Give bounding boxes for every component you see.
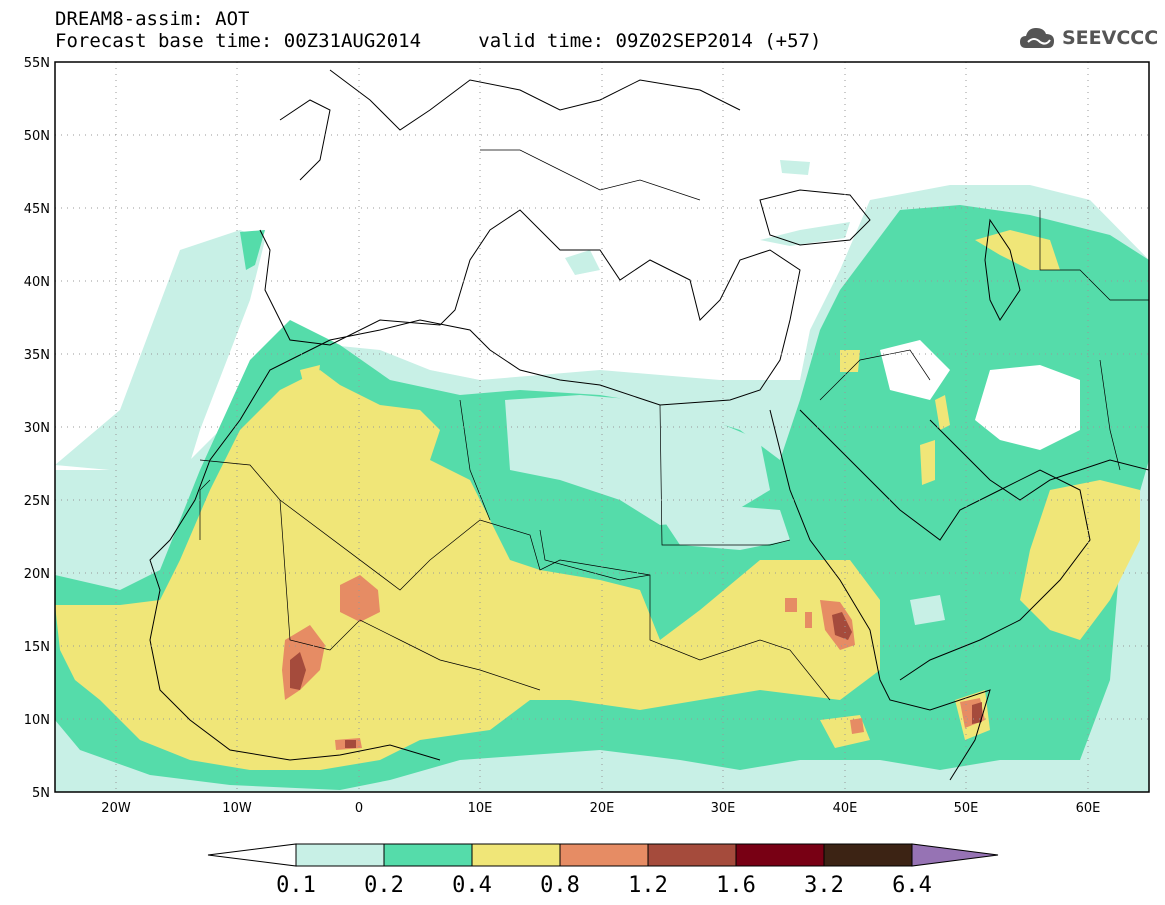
border — [659, 404, 791, 546]
logo-text: SEEVCCC — [1062, 27, 1159, 49]
map-frame — [54, 61, 1150, 793]
aot-clear-patch — [660, 505, 945, 625]
lon-tick: 60E — [1076, 801, 1101, 816]
colorbar-segment — [647, 843, 737, 867]
border — [539, 529, 831, 701]
lat-axis: 5N 10N 15N 20N 25N 30N 35N 40N 45N 50N 5… — [24, 56, 50, 801]
lon-axis: 20W 10W 0 10E 20E 30E 40E 50E 60E — [101, 801, 1100, 816]
coastline-arabia — [799, 409, 1091, 681]
aot-band-0.8 — [282, 575, 985, 750]
colorbar-label: 0.8 — [540, 873, 580, 898]
lon-tick: 10W — [222, 801, 252, 816]
map-title-block: DREAM8-assim: AOT Forecast base time: 00… — [55, 8, 821, 52]
colorbar-segment — [735, 843, 825, 867]
colorbar-segment — [559, 843, 649, 867]
lat-tick: 20N — [24, 567, 50, 582]
border — [819, 349, 931, 401]
map-title: DREAM8-assim: AOT — [55, 8, 250, 30]
lat-tick: 45N — [24, 202, 50, 217]
coastline-caspian — [984, 218, 1021, 321]
border — [1039, 210, 1149, 301]
colorbar-label: 1.6 — [716, 873, 756, 898]
lon-tick: 30E — [711, 801, 736, 816]
lat-tick: 30N — [24, 421, 50, 436]
border — [480, 149, 701, 201]
lat-tick: 50N — [24, 129, 50, 144]
lat-tick: 5N — [32, 786, 50, 801]
aot-map: 5N 10N 15N 20N 25N 30N 35N 40N 45N 50N 5… — [24, 56, 1150, 816]
border — [199, 459, 651, 591]
lat-tick: 10N — [24, 713, 50, 728]
colorbar-label: 3.2 — [804, 873, 844, 898]
lon-tick: 20E — [590, 801, 615, 816]
colorbar-under-triangle — [207, 843, 297, 867]
coastlines — [149, 69, 1149, 781]
graticule — [55, 62, 1149, 792]
lat-tick: 35N — [24, 348, 50, 363]
colorbar-label: 0.2 — [364, 873, 404, 898]
lon-tick: 50E — [954, 801, 979, 816]
seevccc-logo: SEEVCCC — [1018, 22, 1158, 56]
valid-time: valid time: 09Z02SEP2014 (+57) — [478, 30, 822, 52]
colorbar-legend: 0.1 0.2 0.4 0.8 1.2 1.6 3.2 6.4 — [207, 843, 999, 898]
colorbar-segment — [295, 843, 385, 867]
aot-band-0.2 — [240, 230, 265, 270]
border — [199, 479, 211, 540]
aot-band-0.4 — [55, 370, 880, 770]
coastline-europe — [259, 209, 801, 406]
border — [1099, 359, 1121, 471]
coastline-north-europe — [279, 69, 741, 181]
aot-band-0.1 — [565, 160, 850, 275]
cloud-icon — [1020, 28, 1054, 48]
colorbar-over-triangle — [911, 843, 999, 867]
border — [279, 499, 541, 691]
colorbar-segment — [823, 843, 913, 867]
lon-tick: 40E — [833, 801, 858, 816]
coastline-persian-gulf — [929, 419, 1149, 501]
lat-tick: 15N — [24, 640, 50, 655]
colorbar-segment — [471, 843, 561, 867]
colorbar-label: 1.2 — [628, 873, 668, 898]
lat-tick: 40N — [24, 275, 50, 290]
forecast-base-time: Forecast base time: 00Z31AUG2014 — [55, 30, 422, 52]
coastline-red-sea — [769, 409, 991, 781]
lon-tick: 20W — [101, 801, 131, 816]
country-borders — [199, 149, 1149, 701]
lon-tick: 0 — [355, 801, 363, 816]
aot-clear-patch — [880, 340, 1080, 450]
colorbar-label: 0.1 — [276, 873, 316, 898]
colorbar-label: 6.4 — [892, 873, 932, 898]
coastline-west-africa — [149, 354, 441, 761]
lon-tick: 10E — [468, 801, 493, 816]
colorbar-segment — [383, 843, 473, 867]
border — [459, 399, 491, 521]
colorbar-label: 0.4 — [452, 873, 492, 898]
lat-tick: 55N — [24, 56, 50, 71]
coastline-black-sea — [759, 189, 871, 246]
lat-tick: 25N — [24, 494, 50, 509]
